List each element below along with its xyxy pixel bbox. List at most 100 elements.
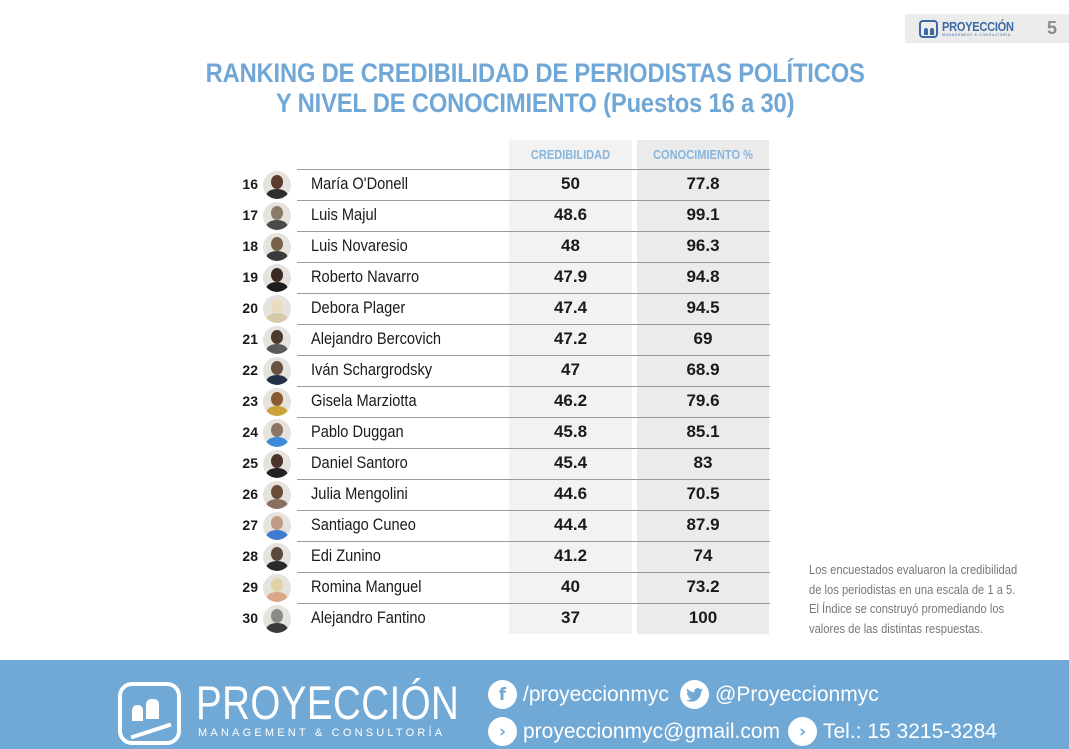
rank-number: 25 xyxy=(242,455,258,471)
proyeccion-logo-icon xyxy=(118,682,181,745)
rank-number: 23 xyxy=(242,393,258,409)
row-divider xyxy=(297,386,770,387)
row-divider xyxy=(297,510,770,511)
table-row: 27 Santiago Cuneo 44.4 87.9 xyxy=(230,510,770,541)
title-line-2: Y NIVEL DE CONOCIMIENTO (Puestos 16 a 30… xyxy=(276,88,795,118)
table-row: 20 Debora Plager 47.4 94.5 xyxy=(230,293,770,324)
conocimiento-value: 70.5 xyxy=(686,484,720,503)
credibilidad-value: 47.2 xyxy=(553,329,588,348)
footer-brand-name: PROYECCIÓN xyxy=(196,676,460,729)
conocimiento-value: 74 xyxy=(693,546,713,565)
facebook-icon: f xyxy=(488,680,517,709)
row-divider xyxy=(297,200,770,201)
chevron-right-icon: › xyxy=(788,717,817,746)
table-row: 29 Romina Manguel 40 73.2 xyxy=(230,572,770,603)
avatar xyxy=(263,295,291,323)
journalist-name: Julia Mengolini xyxy=(311,484,408,503)
title-line-1: RANKING DE CREDIBILIDAD DE PERIODISTAS P… xyxy=(205,58,865,88)
credibilidad-value: 41.2 xyxy=(553,546,588,565)
avatar xyxy=(263,202,291,230)
avatar xyxy=(263,574,291,602)
rank-number: 21 xyxy=(242,331,258,347)
table-row: 16 María O'Donell 50 77.8 xyxy=(230,169,770,200)
conocimiento-value: 73.2 xyxy=(686,577,720,596)
row-divider xyxy=(297,479,770,480)
credibilidad-value: 44.6 xyxy=(553,484,588,503)
credibilidad-value: 46.2 xyxy=(553,391,588,410)
avatar xyxy=(263,605,291,633)
row-divider xyxy=(297,355,770,356)
email-address: proyeccionmyc@gmail.com xyxy=(523,719,781,743)
table-row: 28 Edi Zunino 41.2 74 xyxy=(230,541,770,572)
row-divider xyxy=(297,169,770,170)
credibilidad-value: 45.8 xyxy=(553,422,588,441)
journalist-name: Gisela Marziotta xyxy=(311,391,417,410)
chevron-right-icon: › xyxy=(488,717,517,746)
row-divider xyxy=(297,231,770,232)
credibilidad-value: 44.4 xyxy=(553,515,588,534)
row-divider xyxy=(297,293,770,294)
table-row: 21 Alejandro Bercovich 47.2 69 xyxy=(230,324,770,355)
column-header-conocimiento: CONOCIMIENTO % xyxy=(653,147,753,162)
footer-brand-sub: MANAGEMENT & CONSULTORÍA xyxy=(198,727,446,739)
note-line: El Índice se construyó promediando los xyxy=(809,601,1005,616)
rank-number: 22 xyxy=(242,362,258,378)
note-line: Los encuestados evaluaron la credibilida… xyxy=(809,562,1018,577)
table-row: 17 Luis Majul 48.6 99.1 xyxy=(230,200,770,231)
page-title: RANKING DE CREDIBILIDAD DE PERIODISTAS P… xyxy=(65,58,1006,118)
row-divider xyxy=(297,541,770,542)
phone-link[interactable]: › Tel.: 15 3215-3284 xyxy=(788,717,997,746)
journalist-name: Alejandro Fantino xyxy=(311,608,426,627)
table-row: 24 Pablo Duggan 45.8 85.1 xyxy=(230,417,770,448)
credibilidad-value: 47.9 xyxy=(553,267,588,286)
avatar xyxy=(263,450,291,478)
page-badge: PROYECCIÓN MANAGEMENT & CONSULTORÍA 5 xyxy=(905,14,1069,43)
journalist-name: Daniel Santoro xyxy=(311,453,408,472)
rank-number: 18 xyxy=(242,238,258,254)
rank-number: 17 xyxy=(242,207,258,223)
phone-number: Tel.: 15 3215-3284 xyxy=(823,719,997,743)
conocimiento-value: 94.8 xyxy=(686,267,720,286)
conocimiento-value: 87.9 xyxy=(686,515,720,534)
conocimiento-value: 94.5 xyxy=(686,298,720,317)
credibilidad-value: 47 xyxy=(561,360,580,379)
table-row: 25 Daniel Santoro 45.4 83 xyxy=(230,448,770,479)
row-divider xyxy=(297,324,770,325)
table-row: 23 Gisela Marziotta 46.2 79.6 xyxy=(230,386,770,417)
footer: PROYECCIÓN MANAGEMENT & CONSULTORÍA f /p… xyxy=(0,660,1069,749)
rank-number: 24 xyxy=(242,424,258,440)
journalist-name: Edi Zunino xyxy=(311,546,381,565)
note-line: valores de las distintas respuestas. xyxy=(809,620,984,636)
proyeccion-logo-icon xyxy=(919,19,938,38)
avatar xyxy=(263,264,291,292)
email-link[interactable]: › proyeccionmyc@gmail.com xyxy=(488,717,780,746)
journalist-name: Roberto Navarro xyxy=(311,267,420,286)
avatar xyxy=(263,512,291,540)
rank-number: 26 xyxy=(242,486,258,502)
twitter-handle: @Proyeccionmyc xyxy=(715,682,879,706)
table-row: 26 Julia Mengolini 44.6 70.5 xyxy=(230,479,770,510)
row-divider xyxy=(297,572,770,573)
journalist-name: Santiago Cuneo xyxy=(311,515,416,534)
credibilidad-value: 40 xyxy=(561,577,580,596)
rank-number: 20 xyxy=(242,300,258,316)
avatar xyxy=(263,357,291,385)
journalist-name: Alejandro Bercovich xyxy=(311,329,442,348)
credibilidad-value: 48 xyxy=(561,236,580,255)
table-row: 18 Luis Novaresio 48 96.3 xyxy=(230,231,770,262)
journalist-name: Iván Schargrodsky xyxy=(311,360,433,379)
facebook-link[interactable]: f /proyeccionmyc xyxy=(488,680,669,709)
conocimiento-value: 69 xyxy=(693,329,713,348)
row-divider xyxy=(297,448,770,449)
avatar xyxy=(263,543,291,571)
journalist-name: Luis Novaresio xyxy=(311,236,408,255)
avatar xyxy=(263,388,291,416)
table-row: 19 Roberto Navarro 47.9 94.8 xyxy=(230,262,770,293)
journalist-name: Luis Majul xyxy=(311,205,377,224)
twitter-link[interactable]: @Proyeccionmyc xyxy=(680,680,879,709)
credibilidad-value: 37 xyxy=(561,608,580,627)
avatar xyxy=(263,171,291,199)
header-brand-name: PROYECCIÓN xyxy=(942,18,1014,34)
credibilidad-value: 50 xyxy=(561,174,580,193)
avatar xyxy=(263,419,291,447)
